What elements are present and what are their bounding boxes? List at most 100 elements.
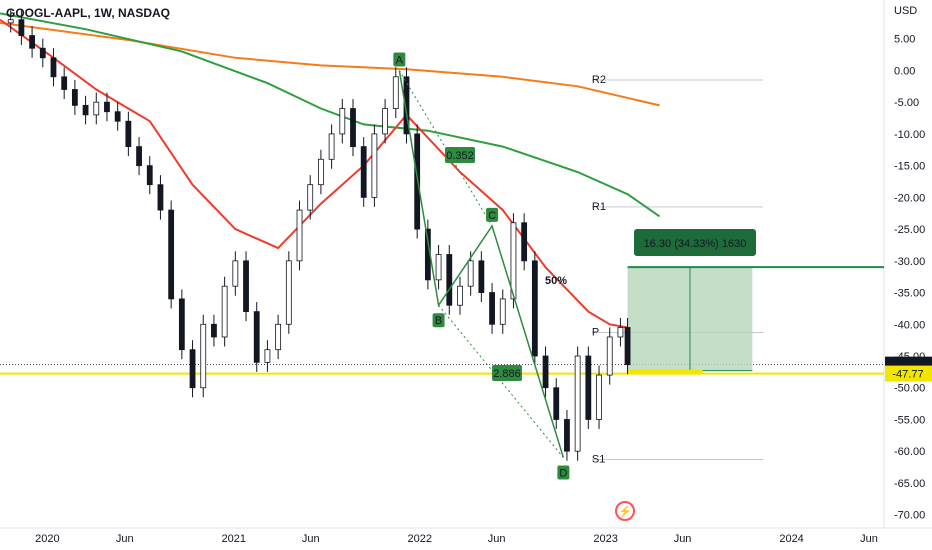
fib-label: 50%: [545, 275, 567, 287]
x-tick-label: Jun: [860, 533, 878, 545]
candle-body: [264, 349, 271, 363]
pattern-point-badge: [486, 207, 499, 222]
candle-body: [457, 285, 463, 306]
y-tick-label: -15.00: [894, 161, 925, 173]
candle-body: [360, 146, 367, 198]
candle-body: [435, 254, 442, 281]
candle-body: [553, 387, 560, 420]
lightning-icon[interactable]: ⚡: [615, 501, 635, 521]
ma-red-line: [0, 18, 628, 329]
candle-body: [521, 222, 528, 262]
y-tick-label: -20.00: [894, 192, 925, 204]
y-tick-label: -55.00: [894, 414, 925, 426]
y-tick-label: -35.00: [894, 288, 925, 300]
y-tick-label: -65.00: [894, 478, 925, 490]
candle-body: [82, 104, 89, 116]
candle-body: [510, 222, 517, 300]
candle-body: [114, 111, 121, 122]
candle-body: [189, 349, 196, 389]
candle-body: [125, 120, 132, 148]
ratio-ab: 0.352: [446, 150, 474, 162]
candle-body: [596, 374, 602, 420]
y-tick-label: -25.00: [894, 224, 925, 236]
candle-body: [29, 35, 35, 49]
candle-body: [403, 76, 410, 135]
candle-body: [467, 260, 474, 287]
support-price-tag: [885, 365, 932, 382]
pivot-label: P: [592, 327, 599, 339]
candle-body: [178, 298, 185, 351]
ratio-ab-box: [445, 147, 475, 163]
candle-body: [7, 19, 14, 24]
candle-body: [136, 146, 142, 167]
candle-body: [446, 254, 453, 306]
x-tick-label: 2020: [35, 533, 59, 545]
candle-body: [168, 209, 175, 300]
y-tick-label: -5.00: [894, 97, 919, 109]
candle-body: [18, 19, 25, 36]
pattern-point-label: C: [488, 210, 496, 222]
x-tick-label: 2021: [222, 533, 246, 545]
ratio-bd: 2.886: [493, 368, 521, 380]
support-price-label: -47.77: [892, 369, 923, 381]
pattern-point-label: D: [559, 468, 567, 480]
candle-body: [71, 89, 78, 106]
y-tick-label: -60.00: [894, 446, 925, 458]
x-tick-label: 2024: [779, 533, 803, 545]
ma-green-line: [0, 12, 661, 218]
x-tick-label: 2023: [593, 533, 617, 545]
candle-body: [606, 336, 613, 376]
candle-body: [489, 292, 495, 325]
candle-body: [243, 260, 249, 312]
candle-body: [339, 108, 346, 135]
candle-body: [275, 323, 282, 351]
pattern-point-badge: [557, 465, 570, 480]
candle-body: [307, 184, 314, 211]
candle-body: [39, 47, 46, 59]
candle-body: [285, 260, 292, 325]
y-tick-label: -70.00: [894, 510, 925, 522]
candle-body: [253, 311, 260, 363]
candle-body: [382, 108, 388, 135]
x-tick-label: Jun: [674, 533, 692, 545]
candle-body: [542, 355, 549, 389]
candle-body: [221, 285, 228, 338]
pattern-point-badge: [393, 52, 406, 67]
candle-body: [564, 419, 570, 452]
candle-body: [585, 355, 592, 420]
y-tick-label: -50.00: [894, 383, 925, 395]
candle-body: [93, 101, 100, 116]
x-tick-label: 2022: [407, 533, 431, 545]
candle-body: [371, 133, 378, 198]
pivot-label: S1: [592, 453, 605, 465]
candle-body: [478, 260, 485, 293]
candle-body: [318, 158, 324, 186]
ratio-bd-box: [492, 365, 522, 381]
y-tick-label: -30.00: [894, 256, 925, 268]
trade-label: 16.30 (34.33%) 1630: [644, 238, 747, 250]
candle-body: [104, 101, 110, 113]
candle-body: [232, 260, 239, 287]
pattern-point-badge: [432, 313, 445, 328]
candle-body: [200, 323, 207, 389]
candle-body: [350, 108, 356, 148]
y-tick-label: 0.00: [894, 65, 915, 77]
candle-body: [499, 298, 506, 325]
candle-body: [211, 323, 217, 338]
candle-body: [328, 133, 335, 160]
entry-marker: [627, 369, 703, 374]
candle-body: [574, 355, 581, 452]
pivot-label: R2: [592, 74, 606, 86]
y-tick-label: -40.00: [894, 319, 925, 331]
x-tick-label: Jun: [488, 533, 506, 545]
candle-body: [296, 209, 303, 262]
trade-label-box: [634, 229, 756, 256]
candle-body: [50, 57, 57, 78]
y-tick-label: -10.00: [894, 129, 925, 141]
chart-title: GOOGL-AAPL, 1W, NASDAQ: [6, 6, 171, 20]
pivot-label: R1: [592, 201, 606, 213]
candle-body: [617, 327, 624, 338]
abcd-pattern: [398, 70, 565, 458]
